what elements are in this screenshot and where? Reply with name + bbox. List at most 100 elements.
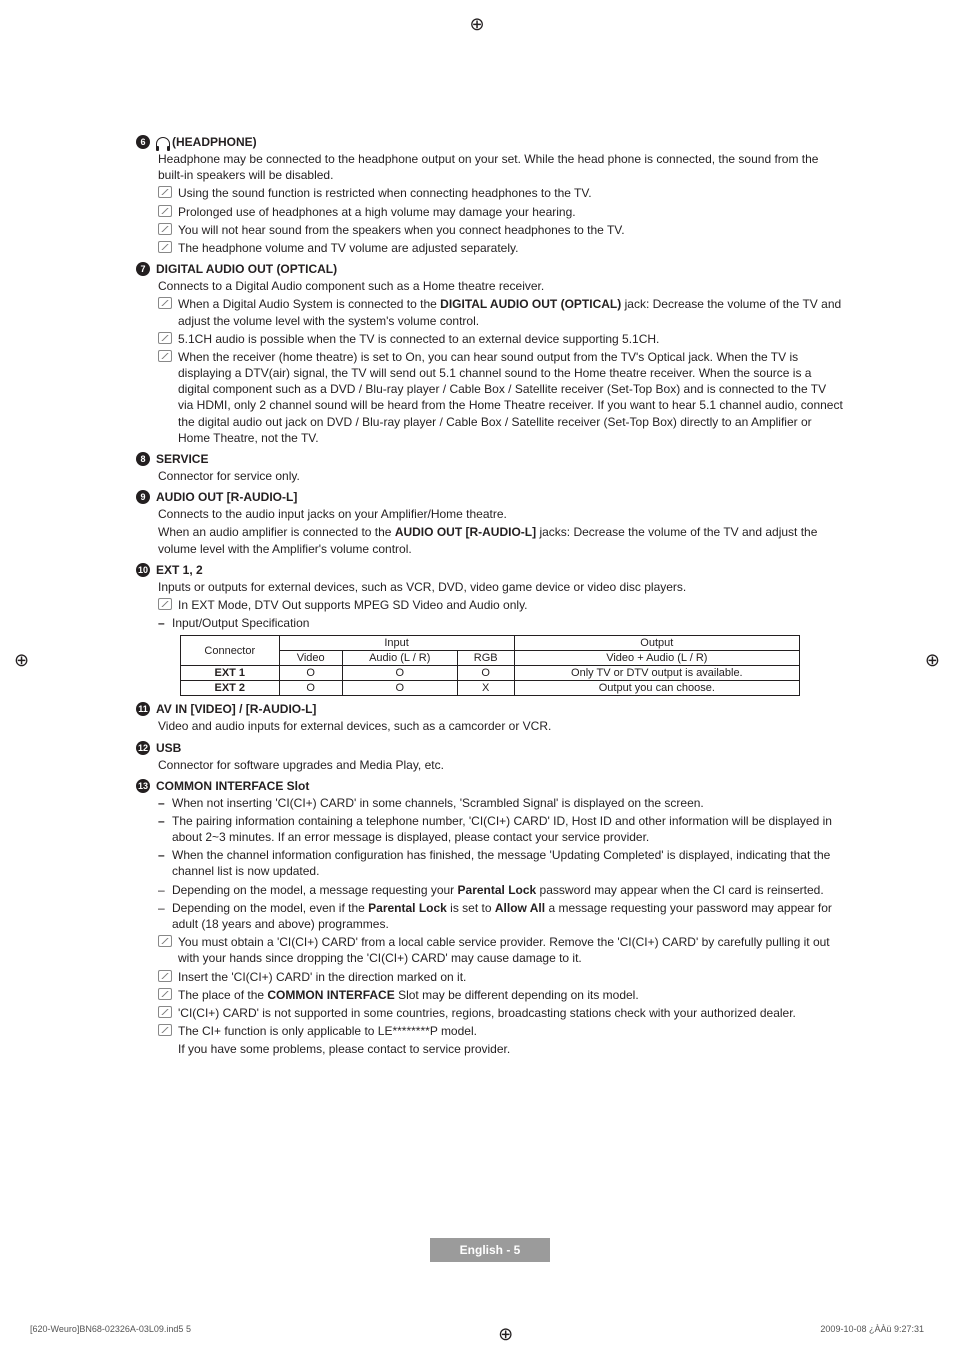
note-text: The CI+ function is only applicable to L…: [178, 1023, 477, 1039]
text: Slot may be different depending on its m…: [395, 988, 639, 1002]
note-text: In EXT Mode, DTV Out supports MPEG SD Vi…: [178, 597, 528, 613]
note-text: Insert the 'CI(CI+) CARD' in the directi…: [178, 969, 466, 985]
note-text: You must obtain a 'CI(CI+) CARD' from a …: [178, 934, 844, 966]
section-title: EXT 1, 2: [156, 563, 203, 577]
section-av-in: 11 AV IN [VIDEO] / [R-AUDIO-L] Video and…: [136, 702, 844, 734]
cell: O: [342, 681, 457, 696]
th-input: Input: [279, 636, 514, 651]
note-text: Prolonged use of headphones at a high vo…: [178, 204, 576, 220]
section-title: AV IN [VIDEO] / [R-AUDIO-L]: [156, 702, 316, 716]
bold-text: Allow All: [495, 901, 545, 915]
note-text: Using the sound function is restricted w…: [178, 185, 592, 201]
print-meta-row: [620-Weuro]BN68-02326A-03L09.ind5 5 ⊕ 20…: [0, 1302, 954, 1357]
section-title: USB: [156, 741, 181, 755]
note-icon: [158, 223, 172, 235]
section-title: (HEADPHONE): [172, 135, 257, 149]
section-audio-out: 9 AUDIO OUT [R-AUDIO-L] Connects to the …: [136, 490, 844, 557]
page-footer-label: English - 5: [430, 1238, 550, 1262]
headphone-icon: [156, 137, 170, 148]
th-output: Output: [514, 636, 799, 651]
dash-bullet: –: [158, 882, 172, 898]
note-text: 'CI(CI+) CARD' is not supported in some …: [178, 1005, 796, 1021]
section-digital-audio-out: 7 DIGITAL AUDIO OUT (OPTICAL) Connects t…: [136, 262, 844, 446]
section-number-11: 11: [136, 702, 150, 716]
section-number-13: 13: [136, 779, 150, 793]
dash-text: Input/Output Specification: [172, 615, 309, 631]
text: password may appear when the CI card is …: [536, 883, 823, 897]
note-icon: [158, 205, 172, 217]
section-number-6: 6: [136, 135, 150, 149]
note-text: The headphone volume and TV volume are a…: [178, 240, 518, 256]
note-icon: [158, 1006, 172, 1018]
dash-bullet: –: [158, 847, 172, 879]
dash-text: When not inserting 'CI(CI+) CARD' in som…: [172, 795, 704, 811]
bold-text: COMMON INTERFACE: [267, 988, 394, 1002]
section-number-10: 10: [136, 563, 150, 577]
table-row: EXT 2 O O X Output you can choose.: [181, 681, 800, 696]
section-number-9: 9: [136, 490, 150, 504]
note-icon: [158, 970, 172, 982]
section-title: COMMON INTERFACE Slot: [156, 779, 309, 793]
text: The place of the: [178, 988, 267, 1002]
section-intro: Headphone may be connected to the headph…: [158, 151, 844, 183]
dash-text: The pairing information containing a tel…: [172, 813, 844, 845]
note-icon: [158, 332, 172, 344]
dash-bullet: –: [158, 813, 172, 845]
section-usb: 12 USB Connector for software upgrades a…: [136, 741, 844, 773]
dash-text: Depending on the model, even if the Pare…: [172, 900, 844, 932]
print-meta-right: 2009-10-08 ¿ÀÀü 9:27:31: [820, 1324, 924, 1345]
registration-mark-top: ⊕: [0, 0, 954, 35]
section-para: When an audio amplifier is connected to …: [158, 524, 844, 556]
note-text: When the receiver (home theatre) is set …: [178, 349, 844, 446]
note-text: 5.1CH audio is possible when the TV is c…: [178, 331, 659, 347]
section-ext: 10 EXT 1, 2 Inputs or outputs for extern…: [136, 563, 844, 697]
registration-mark-mid: ⊕⊕: [0, 650, 954, 671]
bold-text: AUDIO OUT [R-AUDIO-L]: [395, 525, 536, 539]
dash-bullet: –: [158, 795, 172, 811]
note-icon: [158, 241, 172, 253]
section-intro: Inputs or outputs for external devices, …: [158, 579, 844, 595]
note-icon: [158, 1024, 172, 1036]
note-icon: [158, 988, 172, 1000]
note-text: You will not hear sound from the speaker…: [178, 222, 625, 238]
print-meta-left: [620-Weuro]BN68-02326A-03L09.ind5 5: [30, 1324, 191, 1345]
section-title: SERVICE: [156, 452, 208, 466]
dash-bullet: –: [158, 900, 172, 932]
bold-text: Parental Lock: [458, 883, 537, 897]
note-icon: [158, 598, 172, 610]
section-number-7: 7: [136, 262, 150, 276]
dash-text: Depending on the model, a message reques…: [172, 882, 824, 898]
note-text: The place of the COMMON INTERFACE Slot m…: [178, 987, 639, 1003]
bold-text: Parental Lock: [368, 901, 447, 915]
note-text: When a Digital Audio System is connected…: [178, 296, 844, 328]
note-icon: [158, 186, 172, 198]
tail-text: If you have some problems, please contac…: [158, 1041, 844, 1057]
section-common-interface: 13 COMMON INTERFACE Slot –When not inser…: [136, 779, 844, 1058]
dash-bullet: –: [158, 615, 172, 631]
text: Depending on the model, a message reques…: [172, 883, 458, 897]
cell: Output you can choose.: [514, 681, 799, 696]
section-intro: Connector for service only.: [158, 468, 844, 484]
cell: O: [279, 681, 342, 696]
section-title: AUDIO OUT [R-AUDIO-L]: [156, 490, 297, 504]
section-number-8: 8: [136, 452, 150, 466]
text: When a Digital Audio System is connected…: [178, 297, 440, 311]
section-intro: Connector for software upgrades and Medi…: [158, 757, 844, 773]
cell: X: [457, 681, 514, 696]
section-intro: Video and audio inputs for external devi…: [158, 718, 844, 734]
section-number-12: 12: [136, 741, 150, 755]
section-intro: Connects to the audio input jacks on you…: [158, 506, 844, 522]
note-icon: [158, 350, 172, 362]
note-icon: [158, 935, 172, 947]
cell: EXT 2: [181, 681, 280, 696]
registration-mark-bottom: ⊕: [498, 1324, 513, 1345]
text: When an audio amplifier is connected to …: [158, 525, 395, 539]
text: Depending on the model, even if the: [172, 901, 368, 915]
bold-text: DIGITAL AUDIO OUT (OPTICAL): [440, 297, 621, 311]
section-title: DIGITAL AUDIO OUT (OPTICAL): [156, 262, 337, 276]
section-intro: Connects to a Digital Audio component su…: [158, 278, 844, 294]
note-icon: [158, 297, 172, 309]
section-service: 8 SERVICE Connector for service only.: [136, 452, 844, 484]
section-headphone: 6 (HEADPHONE) Headphone may be connected…: [136, 135, 844, 256]
text: is set to: [447, 901, 495, 915]
